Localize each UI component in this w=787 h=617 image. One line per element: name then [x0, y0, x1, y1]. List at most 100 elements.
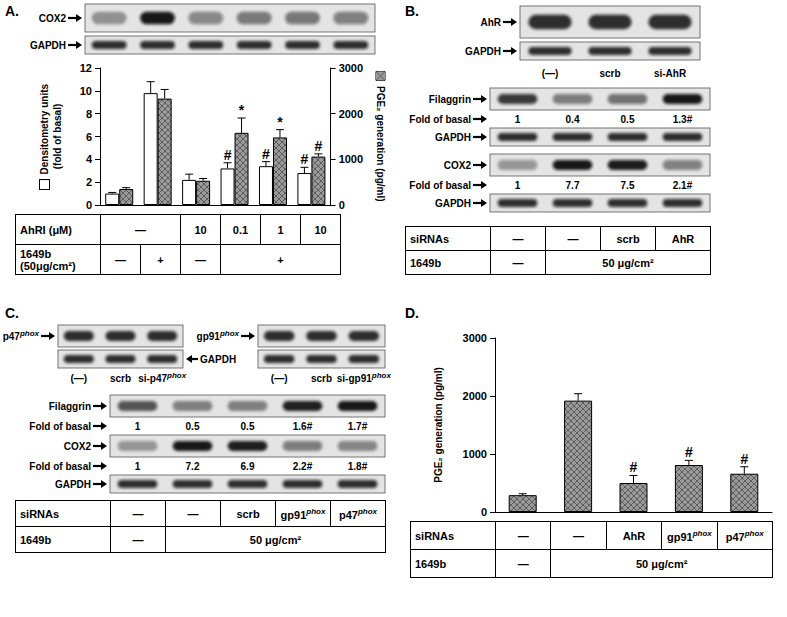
svg-text:si-p47phox: si-p47phox — [138, 371, 187, 384]
svg-text:A.: A. — [5, 3, 19, 19]
svg-text:1: 1 — [515, 114, 521, 125]
html-text:AhR: AhR — [671, 232, 695, 245]
svg-text:1000: 1000 — [463, 448, 487, 460]
svg-text:7.2: 7.2 — [186, 461, 200, 472]
svg-text:*: * — [277, 114, 283, 130]
html-text:50 μg/cm²: 50 μg/cm² — [249, 533, 302, 546]
html-text:1649b: 1649b — [410, 256, 442, 269]
svg-text:1.7#: 1.7# — [348, 421, 368, 432]
svg-text:COX2: COX2 — [444, 160, 472, 171]
html-text:10: 10 — [314, 223, 327, 236]
svg-text:1: 1 — [515, 180, 521, 191]
svg-text:p47phox: p47phox — [3, 329, 40, 342]
svg-text:PGE₂ generation (pg/ml): PGE₂ generation (pg/ml) — [375, 80, 386, 201]
svg-text:10: 10 — [80, 85, 92, 97]
svg-text:6: 6 — [86, 131, 92, 143]
svg-text:1000: 1000 — [339, 153, 363, 165]
svg-text:GAPDH: GAPDH — [465, 46, 501, 57]
svg-text:#: # — [301, 151, 309, 167]
svg-text:3000: 3000 — [339, 62, 363, 74]
svg-text:4: 4 — [86, 153, 93, 165]
svg-text:2.1#: 2.1# — [673, 180, 693, 191]
html-text:p47phox: p47phox — [725, 529, 764, 543]
svg-text:COX2: COX2 — [64, 441, 92, 452]
svg-text:*: * — [239, 102, 245, 118]
svg-text:si-gp91phox: si-gp91phox — [337, 371, 392, 384]
svg-text:(—): (—) — [70, 373, 87, 384]
svg-text:(fold of basal): (fold of basal) — [52, 104, 63, 170]
svg-text:6.9: 6.9 — [241, 461, 255, 472]
svg-text:2: 2 — [86, 176, 92, 188]
svg-text:1.3#: 1.3# — [673, 114, 693, 125]
svg-text:#: # — [224, 147, 232, 163]
svg-text:GAPDH: GAPDH — [200, 354, 236, 365]
svg-text:3000: 3000 — [463, 332, 487, 344]
html-text:gp91phox: gp91phox — [280, 507, 326, 521]
svg-text:GAPDH: GAPDH — [30, 40, 66, 51]
svg-text:AhR: AhR — [480, 17, 501, 28]
svg-text:Filaggrin: Filaggrin — [429, 94, 471, 105]
html-text:50 μg/cm²: 50 μg/cm² — [636, 557, 688, 570]
svg-text:C.: C. — [5, 305, 19, 321]
svg-text:0.5: 0.5 — [621, 114, 635, 125]
svg-text:1.8#: 1.8# — [348, 461, 368, 472]
svg-text:#: # — [315, 138, 323, 154]
svg-text:GAPDH: GAPDH — [435, 132, 471, 143]
svg-text:1: 1 — [135, 461, 141, 472]
svg-text:#: # — [685, 444, 693, 460]
svg-text:12: 12 — [80, 62, 92, 74]
svg-text:GAPDH: GAPDH — [55, 479, 91, 490]
html-text:1649b (50μg/cm²): 1649b (50μg/cm²) — [20, 247, 76, 272]
html-text:siRNAs: siRNAs — [20, 507, 60, 520]
svg-text:Fold of basal: Fold of basal — [29, 461, 91, 472]
html-text:p47phox: p47phox — [339, 507, 377, 521]
html-text:AhRI (μM): AhRI (μM) — [20, 223, 72, 236]
svg-text:2000: 2000 — [339, 108, 363, 120]
html-text:siRNAs: siRNAs — [415, 529, 455, 542]
svg-text:B.: B. — [405, 3, 419, 19]
html-text:10: 10 — [194, 223, 207, 236]
svg-text:8: 8 — [86, 108, 92, 120]
html-text:50 μg/cm²: 50 μg/cm² — [602, 256, 654, 269]
svg-text:gp91phox: gp91phox — [197, 329, 240, 342]
svg-text:0: 0 — [481, 506, 487, 518]
html-text:1649b: 1649b — [20, 533, 52, 546]
svg-text:#: # — [740, 451, 748, 467]
html-text:AhR: AhR — [622, 529, 646, 542]
html-text:scrb: scrb — [616, 232, 640, 245]
html-text:scrb: scrb — [236, 507, 260, 520]
svg-text:1: 1 — [135, 421, 141, 432]
svg-text:0.5: 0.5 — [186, 421, 200, 432]
html-text:1649b: 1649b — [415, 557, 447, 570]
svg-text:PGE₂ generation (pg/ml): PGE₂ generation (pg/ml) — [433, 367, 444, 483]
svg-text:GAPDH: GAPDH — [435, 198, 471, 209]
svg-text:2.2#: 2.2# — [293, 461, 313, 472]
svg-text:2000: 2000 — [463, 390, 487, 402]
svg-text:0: 0 — [86, 199, 92, 211]
svg-text:7.7: 7.7 — [566, 180, 580, 191]
svg-text:scrb: scrb — [110, 373, 131, 384]
svg-text:D.: D. — [405, 305, 419, 321]
svg-text:Fold of basal: Fold of basal — [409, 114, 471, 125]
svg-text:(—): (—) — [542, 68, 559, 79]
svg-text:scrb: scrb — [311, 373, 332, 384]
svg-text:scrb: scrb — [599, 68, 620, 79]
svg-text:Densitometry units: Densitometry units — [39, 84, 50, 181]
svg-text:7.5: 7.5 — [621, 180, 635, 191]
svg-text:(—): (—) — [271, 373, 288, 384]
svg-text:1.6#: 1.6# — [293, 421, 313, 432]
svg-text:COX2: COX2 — [39, 13, 67, 24]
svg-text:#: # — [630, 459, 638, 475]
svg-text:Fold of basal: Fold of basal — [409, 180, 471, 191]
svg-text:Fold of basal: Fold of basal — [29, 421, 91, 432]
svg-text:si-AhR: si-AhR — [654, 68, 687, 79]
html-text:siRNAs: siRNAs — [410, 232, 450, 245]
svg-text:Filaggrin: Filaggrin — [49, 401, 91, 412]
svg-text:0.5: 0.5 — [241, 421, 255, 432]
html-text:gp91phox: gp91phox — [667, 529, 712, 543]
html-text:1: 1 — [277, 223, 284, 236]
svg-text:#: # — [262, 146, 270, 162]
html-text:0.1: 0.1 — [232, 223, 249, 236]
svg-text:0: 0 — [339, 199, 345, 211]
svg-text:0.4: 0.4 — [566, 114, 580, 125]
